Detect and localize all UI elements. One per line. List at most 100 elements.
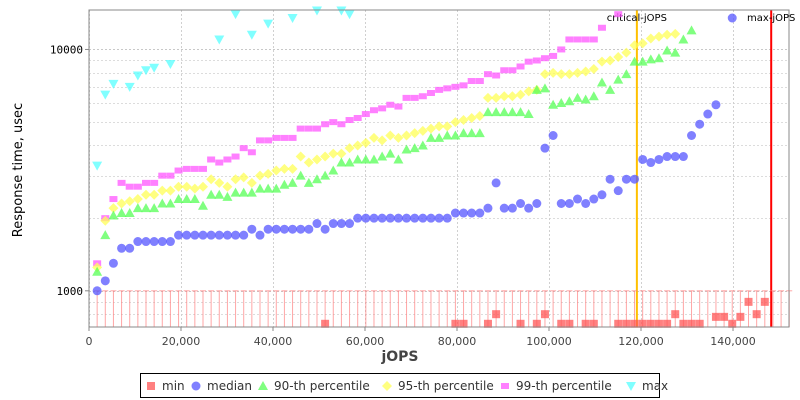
point-median: [426, 213, 436, 223]
point-median: [459, 208, 469, 218]
point-median: [231, 230, 241, 240]
point-99-th-percentile: [614, 11, 623, 18]
point-90-th-percentile: [271, 183, 282, 193]
point-90-th-percentile: [92, 266, 103, 276]
point-max: [336, 6, 347, 16]
point-min: [557, 319, 566, 328]
point-90-th-percentile: [499, 107, 510, 117]
point-max: [287, 13, 298, 23]
point-90-th-percentile: [393, 154, 404, 164]
point-90-th-percentile: [157, 198, 168, 208]
point-90-th-percentile: [629, 56, 640, 66]
point-median: [100, 276, 110, 286]
y-tick-label: 1000: [57, 285, 84, 298]
point-90-th-percentile: [409, 143, 420, 153]
plot-border: [88, 9, 790, 328]
point-90-th-percentile: [442, 130, 453, 140]
point-95-th-percentile: [539, 69, 550, 80]
point-90-th-percentile: [140, 203, 151, 213]
point-95-th-percentile: [246, 177, 257, 188]
point-median: [678, 152, 688, 162]
point-90-th-percentile: [303, 177, 314, 187]
point-99-th-percentile: [280, 134, 289, 141]
point-median: [328, 219, 338, 229]
point-99-th-percentile: [125, 183, 134, 190]
point-90-th-percentile: [222, 191, 233, 201]
point-95-th-percentile: [149, 189, 160, 200]
point-99-th-percentile: [410, 94, 419, 101]
point-90-th-percentile: [173, 194, 184, 204]
point-median: [630, 174, 640, 184]
point-99-th-percentile: [500, 67, 509, 74]
point-95-th-percentile: [377, 135, 388, 146]
x-tick-label: 0: [86, 335, 93, 348]
point-95-th-percentile: [507, 91, 518, 102]
point-min: [695, 319, 704, 328]
point-99-th-percentile: [207, 156, 216, 163]
point-median: [361, 213, 371, 223]
point-min: [622, 319, 631, 328]
series-99-th-percentile: [93, 11, 623, 267]
point-95-th-percentile: [189, 183, 200, 194]
point-median: [108, 258, 118, 268]
point-90-th-percentile: [214, 189, 225, 199]
point-99-th-percentile: [255, 137, 264, 144]
point-95-th-percentile: [165, 185, 176, 196]
point-95-th-percentile: [482, 92, 493, 103]
point-99-th-percentile: [345, 117, 354, 124]
point-median: [589, 194, 599, 204]
series-min: [321, 297, 769, 328]
point-min: [752, 310, 761, 319]
point-90-th-percentile: [605, 84, 616, 94]
point-99-th-percentile: [304, 125, 313, 132]
point-95-th-percentile: [588, 63, 599, 74]
point-99-th-percentile: [386, 101, 395, 108]
point-99-th-percentile: [573, 36, 582, 43]
point-median: [662, 152, 672, 162]
point-90-th-percentile: [678, 34, 689, 44]
point-95-th-percentile: [254, 170, 265, 181]
point-median: [540, 143, 550, 153]
point-90-th-percentile: [149, 203, 160, 213]
point-90-th-percentile: [385, 148, 396, 158]
point-max: [140, 66, 151, 76]
point-median: [149, 237, 159, 247]
series-95-th-percentile: [92, 28, 681, 273]
series-median: [92, 13, 737, 296]
point-90-th-percentile: [670, 47, 681, 57]
point-90-th-percentile: [295, 170, 306, 180]
point-99-th-percentile: [312, 125, 321, 132]
point-95-th-percentile: [336, 148, 347, 159]
point-90-th-percentile: [507, 107, 518, 117]
point-99-th-percentile: [540, 55, 549, 62]
point-95-th-percentile: [230, 174, 241, 185]
point-95-th-percentile: [320, 151, 331, 162]
point-99-th-percentile: [223, 156, 232, 163]
point-95-th-percentile: [303, 157, 314, 168]
point-min: [540, 310, 549, 319]
point-90-th-percentile: [686, 25, 697, 35]
x-tick-label: 100,000: [526, 335, 572, 348]
x-tick-label: 60,000: [346, 335, 385, 348]
point-90-th-percentile: [311, 174, 322, 184]
point-95-th-percentile: [523, 86, 534, 97]
point-95-th-percentile: [287, 163, 298, 174]
point-95-th-percentile: [556, 69, 567, 80]
point-90-th-percentile: [653, 53, 664, 63]
point-95-th-percentile: [637, 38, 648, 49]
point-90-th-percentile: [523, 109, 534, 119]
point-90-th-percentile: [417, 140, 428, 150]
point-90-th-percentile: [189, 194, 200, 204]
point-min: [720, 312, 729, 321]
point-90-th-percentile: [466, 128, 477, 138]
point-99-th-percentile: [492, 72, 501, 79]
point-min: [451, 319, 460, 328]
point-median: [442, 213, 452, 223]
x-tick-label: 40,000: [254, 335, 293, 348]
legend-marker-90-th-percentile: [258, 381, 268, 390]
point-90-th-percentile: [572, 92, 583, 102]
point-95-th-percentile: [385, 130, 396, 141]
point-median: [418, 213, 428, 223]
data-points: [92, 6, 793, 328]
point-99-th-percentile: [369, 107, 378, 114]
